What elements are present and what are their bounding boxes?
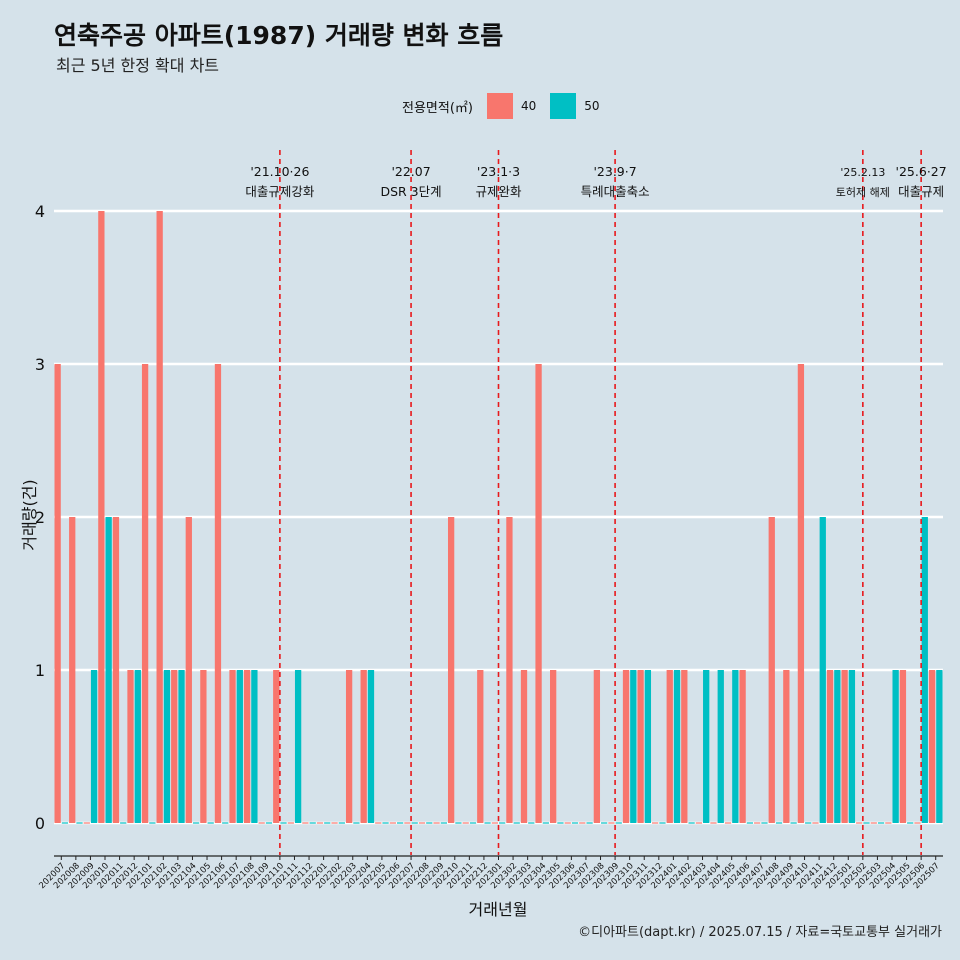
bar-50-202504 (892, 670, 899, 823)
bar-50-202102 (163, 670, 171, 823)
bar-50-202012 (134, 670, 141, 823)
bar-40-202010 (98, 211, 105, 823)
y-tick-label: 0 (35, 814, 45, 833)
annotation-date: '25.6·27 (896, 164, 947, 179)
bar-50-202403 (703, 670, 710, 823)
bar-40-202412 (826, 670, 834, 823)
chart-subtitle: 최근 5년 한정 확대 차트 (56, 56, 220, 75)
bar-40-202304 (535, 364, 542, 823)
bar-50-202501 (848, 670, 856, 823)
bar-40-202106 (214, 364, 222, 823)
bar-40-202110 (273, 670, 280, 823)
bar-50-202311 (644, 670, 652, 823)
legend-swatch-50 (550, 93, 577, 119)
bar-40-202305 (550, 670, 557, 823)
bar-40-202302 (506, 517, 513, 823)
bar-40-202008 (69, 517, 76, 823)
bar-40-202210 (447, 517, 455, 823)
bar-50-202010 (105, 517, 112, 823)
x-axis-label: 거래년월 (468, 900, 528, 919)
bar-40-202011 (112, 517, 120, 823)
bar-40-202311 (637, 670, 644, 823)
y-tick-label: 2 (35, 508, 45, 527)
bar-40-202012 (127, 670, 134, 823)
bar-50-202506 (921, 517, 928, 823)
bar-40-202107 (229, 670, 236, 823)
bar-40-202007 (54, 364, 61, 823)
bar-40-202402 (681, 670, 688, 823)
bar-40-202505 (899, 670, 907, 823)
bar-50-202009 (90, 670, 98, 823)
annotation-date: '21.10·26 (250, 164, 309, 179)
bar-50-202204 (367, 670, 375, 823)
bar-40-202401 (666, 670, 673, 823)
annotation-label: 규제완화 (475, 184, 522, 199)
bar-50-202401 (673, 670, 681, 823)
bar-50-202507 (936, 670, 943, 823)
bar-40-202102 (156, 211, 163, 823)
legend-label-40: 40 (520, 99, 537, 113)
bar-40-202108 (243, 670, 251, 823)
bar-50-202412 (834, 670, 841, 823)
legend-title: 전용면적(㎡) (402, 100, 473, 116)
annotation-date: '23.9·7 (593, 164, 636, 179)
bar-50-202103 (178, 670, 185, 823)
bar-40-202101 (141, 364, 149, 823)
legend-swatch-40 (486, 93, 513, 119)
bar-40-202303 (520, 670, 528, 823)
bar-40-202310 (622, 670, 630, 823)
bar-40-202409 (783, 670, 790, 823)
annotation-date: '23.1·3 (477, 164, 520, 179)
legend-label-50: 50 (584, 99, 600, 113)
bar-50-202108 (251, 670, 258, 823)
legend: 전용면적(㎡) 40 50 (402, 92, 606, 120)
bar-40-202410 (797, 364, 805, 823)
bar-50-202411 (819, 517, 826, 823)
annotation-label: 토허제 해제 (836, 185, 890, 199)
bar-40-202308 (593, 670, 601, 823)
bar-40-202212 (477, 670, 484, 823)
bar-40-202103 (171, 670, 178, 823)
bar-40-202203 (345, 670, 353, 823)
bar-40-202507 (928, 670, 936, 823)
y-tick-label: 1 (35, 661, 45, 680)
source-caption: ©디아파트(dapt.kr) / 2025.07.15 / 자료=국토교통부 실… (578, 925, 942, 940)
bar-40-202105 (200, 670, 207, 823)
bar-40-202204 (360, 670, 367, 823)
chart-title: 연축주공 아파트(1987) 거래량 변화 흐름 (54, 21, 504, 50)
bar-40-202501 (841, 670, 848, 823)
annotation-label: DSR 3단계 (380, 184, 441, 199)
bar-50-202404 (717, 670, 724, 823)
y-axis-label: 거래량(건) (20, 479, 39, 551)
bar-40-202104 (185, 517, 192, 823)
annotation-label: 대출규제 (898, 184, 944, 199)
bar-50-202111 (294, 670, 302, 823)
bar-50-202405 (732, 670, 739, 823)
annotation-label: 대출규제강화 (245, 184, 315, 199)
annotation-label: 특례대출축소 (581, 184, 650, 199)
y-tick-label: 3 (35, 355, 45, 374)
bar-50-202107 (236, 670, 243, 823)
bar-40-202408 (768, 517, 775, 823)
y-tick-label: 4 (35, 202, 45, 221)
annotation-date: '22.07 (391, 164, 430, 179)
annotation-date: '25.2.13 (840, 166, 885, 179)
bar-40-202406 (739, 670, 746, 823)
bar-50-202310 (630, 670, 637, 823)
